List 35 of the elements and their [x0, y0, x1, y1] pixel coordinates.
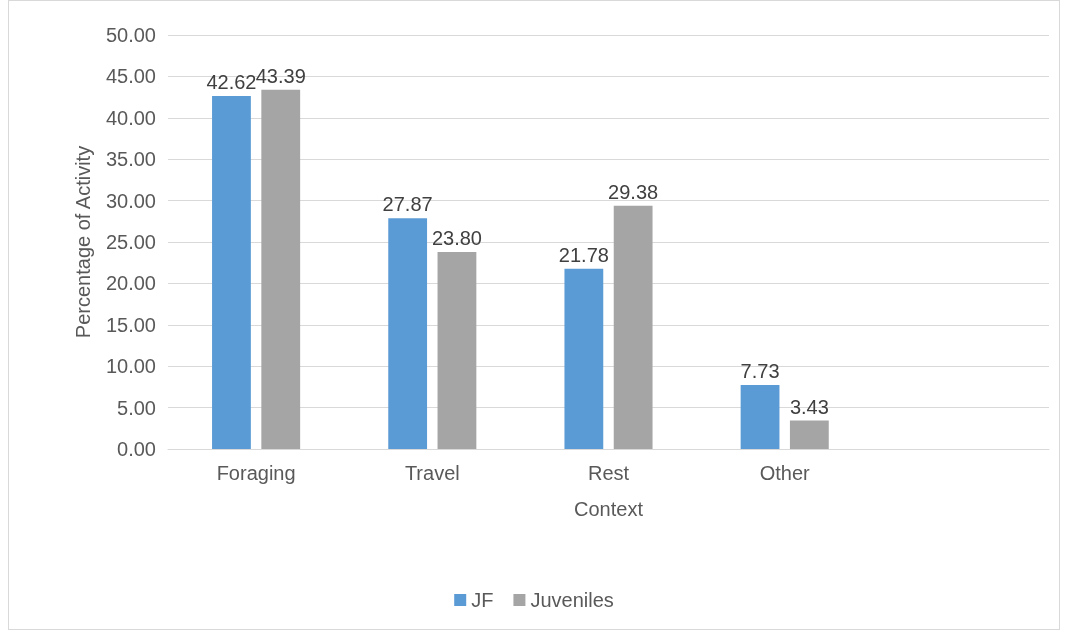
legend-label: Juveniles [530, 589, 614, 611]
y-axis-title: Percentage of Activity [72, 145, 94, 339]
x-axis-title: Context [574, 498, 644, 520]
y-tick-label: 10.00 [105, 355, 156, 378]
bar [740, 385, 780, 449]
y-tick-label: 35.00 [105, 148, 156, 171]
bar [789, 420, 829, 449]
data-label: 43.39 [255, 64, 306, 87]
bar [212, 96, 251, 449]
bar [564, 268, 604, 449]
bar [388, 218, 428, 449]
y-tick-label: 20.00 [105, 272, 156, 295]
x-tick-label: Rest [587, 462, 630, 484]
x-tick-label: Foraging [216, 462, 296, 484]
bar [261, 89, 301, 449]
data-label: 42.62 [206, 71, 257, 94]
x-tick-label: Travel [404, 462, 460, 484]
y-tick-label: 45.00 [105, 65, 156, 88]
y-tick-label: 0.00 [117, 438, 156, 460]
data-label: 3.43 [789, 395, 829, 418]
bar [613, 205, 653, 449]
bar [437, 251, 477, 449]
legend-label: JF [471, 589, 494, 611]
y-tick-label: 40.00 [105, 106, 156, 129]
data-label: 21.78 [558, 243, 609, 266]
x-tick-label: Other [759, 462, 811, 484]
y-tick-label: 50.00 [105, 24, 156, 46]
data-label: 29.38 [608, 180, 659, 203]
data-label: 7.73 [740, 360, 780, 382]
y-tick-label: 30.00 [105, 189, 156, 212]
data-label: 27.87 [382, 193, 433, 216]
data-label: 23.80 [431, 226, 482, 249]
y-tick-label: 15.00 [105, 313, 156, 336]
y-tick-label: 5.00 [117, 396, 156, 419]
y-tick-label: 25.00 [105, 231, 156, 253]
